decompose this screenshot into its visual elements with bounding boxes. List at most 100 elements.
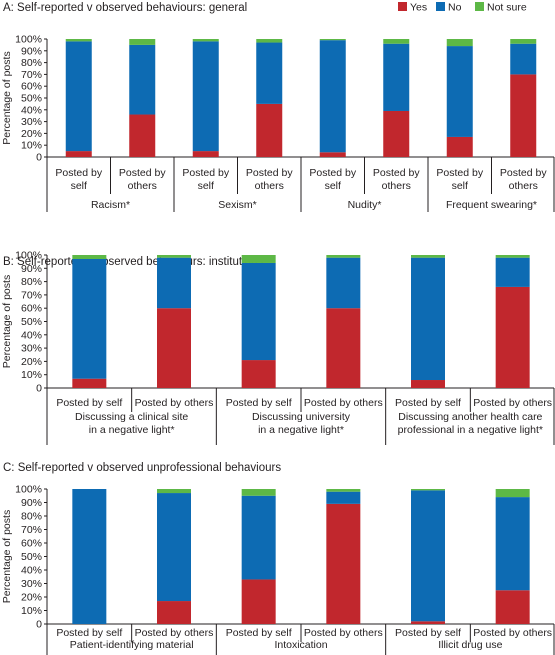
panel-b-bar-yes <box>411 380 445 388</box>
panel-b-group-label: Discussing another health care <box>398 411 542 423</box>
panel-c-bar-label: Posted by others <box>473 627 552 639</box>
panel-a-bar-not-sure <box>256 39 283 43</box>
panel-a-bar-not-sure <box>319 39 346 41</box>
panel-b-y-tick-label: 10% <box>21 369 42 381</box>
panel-c-group-label: Illicit drug use <box>438 639 502 651</box>
panel-a-bar-label: self <box>198 180 214 192</box>
panel-a-bar-no <box>65 41 92 152</box>
panel-b-y-tick-label: 90% <box>21 263 42 275</box>
panel-c-bar-no <box>72 489 107 624</box>
panel-c-y-tick-label: 100% <box>15 484 42 496</box>
panel-b-y-tick-label: 60% <box>21 303 42 315</box>
panel-a-bar-label: others <box>382 180 411 192</box>
panel-a-bar-yes <box>319 152 346 157</box>
panel-b-bar-no <box>157 257 191 309</box>
panel-b-group-label: Discussing university <box>252 411 351 423</box>
legend-label: Yes <box>410 2 427 14</box>
panel-a-y-tick-label: 80% <box>21 57 42 69</box>
panel-c-bar-label: Posted by self <box>395 627 461 639</box>
panel-c-y-tick-label: 50% <box>21 551 42 563</box>
panel-c-bar-no <box>495 497 530 591</box>
panel-a-bar-label: Posted by <box>373 167 420 179</box>
panel-a-bar-label: Posted by <box>119 167 166 179</box>
panel-b-bar-label: Posted by self <box>56 397 122 409</box>
panel-a-bar-label: Posted by <box>309 167 356 179</box>
panel-a-bar-no <box>129 44 156 115</box>
panel-c-bar-label: Posted by others <box>135 627 214 639</box>
panel-a-y-tick-label: 90% <box>21 45 42 57</box>
panel-b-bar-label: Posted by self <box>395 397 461 409</box>
panel-b-y-tick-label: 0 <box>36 383 42 395</box>
panel-b-group-label: Discussing a clinical site <box>75 411 188 423</box>
panel-a-bar-yes <box>510 74 537 157</box>
panel-c-bar-no <box>241 495 276 580</box>
panel-c-bar-no <box>326 491 361 504</box>
panel-b-bar-yes <box>72 378 107 388</box>
panel-a-group-label: Sexism* <box>218 199 257 211</box>
panel-c-y-axis-label: Percentage of posts <box>1 510 13 603</box>
panel-c-bar-no <box>411 490 445 622</box>
panel-a-bar-no <box>256 42 283 104</box>
panel-b-bar-label: Posted by others <box>135 397 214 409</box>
panel-a-bar-yes <box>192 151 219 157</box>
panel-a-bar-not-sure <box>383 39 410 44</box>
panel-b-bar-no <box>241 262 276 361</box>
panel-b-bar-no <box>495 257 530 287</box>
panel-a-bar-not-sure <box>65 39 92 42</box>
panel-b-bar-not-sure <box>241 255 276 263</box>
panel-a-y-tick-label: 60% <box>21 81 42 93</box>
panel-c-bar-no <box>157 493 191 602</box>
panel-b-y-tick-label: 80% <box>21 276 42 288</box>
panel-b-bar-yes <box>157 308 191 388</box>
panel-b-bar-not-sure <box>72 255 107 259</box>
panel-b-bar-not-sure <box>157 255 191 258</box>
panel-b-bar-not-sure <box>326 255 361 258</box>
panel-a-group-label: Frequent swearing* <box>446 199 537 211</box>
panel-b-y-tick-label: 50% <box>21 316 42 328</box>
panel-c-bar-yes <box>495 590 530 624</box>
panel-a-bar-no <box>510 43 537 75</box>
panel-a-bar-yes <box>383 110 410 157</box>
panel-a-bar-not-sure <box>446 39 473 47</box>
legend-swatch-not-sure <box>475 2 484 11</box>
panel-b-bar-not-sure <box>495 255 530 258</box>
panel-b-bar-yes <box>241 360 276 388</box>
panel-a-bar-no <box>319 40 346 153</box>
panel-b-y-tick-label: 20% <box>21 356 42 368</box>
panel-c-bar-yes <box>157 601 191 624</box>
legend-swatch-no <box>436 2 445 11</box>
panel-a-bar-label: Posted by <box>182 167 229 179</box>
panel-a-bar-yes <box>256 103 283 157</box>
panel-b-y-tick-label: 100% <box>15 250 42 262</box>
legend-label: No <box>448 2 462 14</box>
panel-b-group-label: in a negative light* <box>258 424 344 436</box>
panel-a-y-tick-label: 30% <box>21 116 42 128</box>
panel-a-bar-label: others <box>128 180 157 192</box>
panel-a-bar-label: Posted by <box>500 167 547 179</box>
legend-swatch-yes <box>398 2 407 11</box>
panel-a-bar-no <box>383 43 410 111</box>
panel-a-bar-yes <box>446 136 473 157</box>
panel-c-bar-not-sure <box>495 489 530 498</box>
panel-c-y-tick-label: 20% <box>21 592 42 604</box>
panel-c-y-tick-label: 0 <box>36 619 42 631</box>
panel-a-y-tick-label: 0 <box>36 152 42 164</box>
panel-b-title: B: Self-reported v observed behaviours: … <box>3 256 263 268</box>
panel-b-y-axis-label: Percentage of posts <box>1 275 13 368</box>
panel-a-y-tick-label: 40% <box>21 104 42 116</box>
panel-a-group-label: Racism* <box>91 199 130 211</box>
panel-b-bar-yes <box>495 286 530 388</box>
panel-a-bar-label: Posted by <box>246 167 293 179</box>
panel-b-group-label: professional in a negative light* <box>398 424 543 436</box>
panel-a-y-axis-label: Percentage of posts <box>1 51 13 144</box>
panel-b-bar-no <box>326 257 361 309</box>
panel-b-bar-label: Posted by self <box>226 397 292 409</box>
panel-c-bar-label: Posted by others <box>304 627 383 639</box>
panel-c-y-tick-label: 70% <box>21 524 42 536</box>
panel-a-y-tick-label: 10% <box>21 140 42 152</box>
panel-b-bar-label: Posted by others <box>473 397 552 409</box>
panel-c-bar-not-sure <box>157 489 191 494</box>
panel-b-bar-no <box>72 258 107 379</box>
panel-a-bar-no <box>446 46 473 137</box>
panel-c-group-label: Intoxication <box>274 639 327 651</box>
